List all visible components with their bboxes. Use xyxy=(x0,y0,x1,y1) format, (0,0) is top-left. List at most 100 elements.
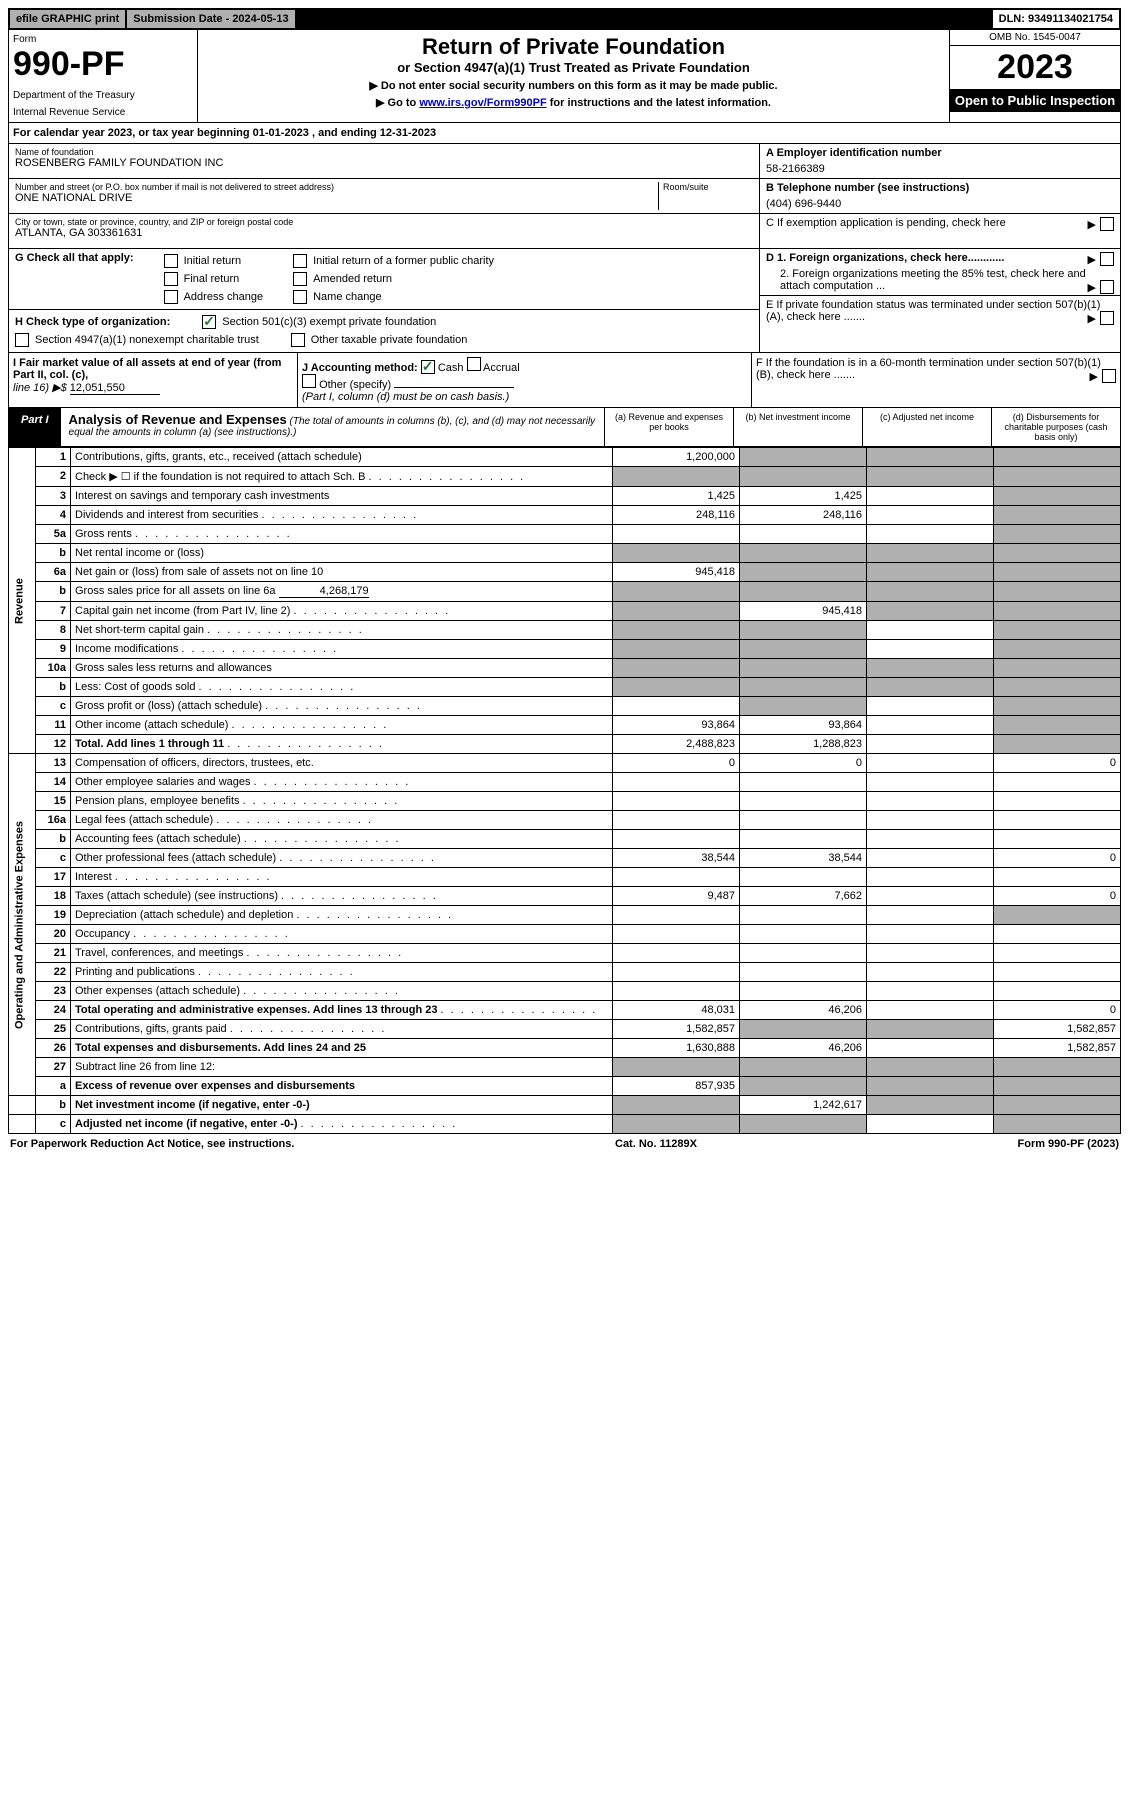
ein: 58-2166389 xyxy=(766,163,1114,175)
table-row: 25Contributions, gifts, grants paid 1,58… xyxy=(9,1020,1121,1039)
table-row: 21Travel, conferences, and meetings xyxy=(9,944,1121,963)
c-checkbox[interactable] xyxy=(1100,217,1114,231)
cat-no: Cat. No. 11289X xyxy=(615,1138,697,1150)
cash-checkbox[interactable] xyxy=(421,360,435,374)
col-b-header: (b) Net investment income xyxy=(733,408,862,446)
other-method-checkbox[interactable] xyxy=(302,374,316,388)
dln: DLN: 93491134021754 xyxy=(993,10,1119,28)
phone-box: B Telephone number (see instructions) (4… xyxy=(760,179,1120,214)
part-i-header: Part I Analysis of Revenue and Expenses … xyxy=(8,408,1121,447)
table-row: bAccounting fees (attach schedule) xyxy=(9,830,1121,849)
accrual-checkbox[interactable] xyxy=(467,357,481,371)
address-box: Number and street (or P.O. box number if… xyxy=(9,179,759,214)
omb-number: OMB No. 1545-0047 xyxy=(950,30,1120,46)
table-row: cAdjusted net income (if negative, enter… xyxy=(9,1115,1121,1134)
form-number: 990-PF xyxy=(13,45,193,84)
title-block: Return of Private Foundation or Section … xyxy=(198,30,949,122)
table-row: 7Capital gain net income (from Part IV, … xyxy=(9,602,1121,621)
table-row: 6aNet gain or (loss) from sale of assets… xyxy=(9,563,1121,582)
501c3-checkbox[interactable] xyxy=(202,315,216,329)
table-row: bNet investment income (if negative, ent… xyxy=(9,1096,1121,1115)
calendar-year-row: For calendar year 2023, or tax year begi… xyxy=(8,123,1121,144)
ein-box: A Employer identification number 58-2166… xyxy=(760,144,1120,179)
irs-label: Internal Revenue Service xyxy=(13,107,193,118)
foundation-name-box: Name of foundation ROSENBERG FAMILY FOUN… xyxy=(9,144,759,179)
table-row: Revenue 1Contributions, gifts, grants, e… xyxy=(9,448,1121,467)
table-row: 10aGross sales less returns and allowanc… xyxy=(9,659,1121,678)
col-d-header: (d) Disbursements for charitable purpose… xyxy=(991,408,1120,446)
table-row: bGross sales price for all assets on lin… xyxy=(9,582,1121,602)
table-row: 9Income modifications xyxy=(9,640,1121,659)
table-row: 20Occupancy xyxy=(9,925,1121,944)
other-taxable-checkbox[interactable] xyxy=(291,333,305,347)
amended-return-checkbox[interactable] xyxy=(293,272,307,286)
paperwork-notice: For Paperwork Reduction Act Notice, see … xyxy=(10,1138,294,1150)
efile-print[interactable]: efile GRAPHIC print xyxy=(10,10,125,28)
sub-title: or Section 4947(a)(1) Trust Treated as P… xyxy=(202,60,945,75)
part-i-table: Revenue 1Contributions, gifts, grants, e… xyxy=(8,447,1121,1134)
part-i-desc: Analysis of Revenue and Expenses (The to… xyxy=(61,408,604,446)
entity-info: Name of foundation ROSENBERG FAMILY FOUN… xyxy=(8,144,1121,353)
initial-return-checkbox[interactable] xyxy=(164,254,178,268)
table-row: bLess: Cost of goods sold xyxy=(9,678,1121,697)
expenses-label: Operating and Administrative Expenses xyxy=(9,754,36,1096)
table-row: 8Net short-term capital gain xyxy=(9,621,1121,640)
form-id-block: Form 990-PF Department of the Treasury I… xyxy=(9,30,198,122)
g-check-box: G Check all that apply: Initial return F… xyxy=(9,249,759,310)
year-block: OMB No. 1545-0047 2023 Open to Public In… xyxy=(949,30,1120,122)
f-checkbox[interactable] xyxy=(1102,369,1116,383)
c-box: C If exemption application is pending, c… xyxy=(760,214,1120,249)
table-row: aExcess of revenue over expenses and dis… xyxy=(9,1077,1121,1096)
submission-date: Submission Date - 2024-05-13 xyxy=(127,10,294,28)
initial-former-checkbox[interactable] xyxy=(293,254,307,268)
table-row: 22Printing and publications xyxy=(9,963,1121,982)
table-row: 24Total operating and administrative exp… xyxy=(9,1001,1121,1020)
table-row: 27Subtract line 26 from line 12: xyxy=(9,1058,1121,1077)
col-a-header: (a) Revenue and expenses per books xyxy=(604,408,733,446)
form-word: Form xyxy=(13,34,193,45)
form-header: Form 990-PF Department of the Treasury I… xyxy=(8,30,1121,123)
i-fmv-box: I Fair market value of all assets at end… xyxy=(9,353,298,407)
table-row: 17Interest xyxy=(9,868,1121,887)
dept-treasury: Department of the Treasury xyxy=(13,90,193,101)
foundation-name: ROSENBERG FAMILY FOUNDATION INC xyxy=(15,157,753,169)
col-c-header: (c) Adjusted net income xyxy=(862,408,991,446)
4947-checkbox[interactable] xyxy=(15,333,29,347)
table-row: 16aLegal fees (attach schedule) xyxy=(9,811,1121,830)
table-row: 15Pension plans, employee benefits xyxy=(9,792,1121,811)
table-row: 11Other income (attach schedule) 93,8649… xyxy=(9,716,1121,735)
room-label: Room/suite xyxy=(663,182,753,192)
table-row: 5aGross rents xyxy=(9,525,1121,544)
city-state-zip: ATLANTA, GA 303361631 xyxy=(15,227,753,239)
form-ref: Form 990-PF (2023) xyxy=(1018,1138,1119,1150)
tax-year: 2023 xyxy=(950,46,1120,89)
irs-link[interactable]: www.irs.gov/Form990PF xyxy=(419,97,546,109)
page-footer: For Paperwork Reduction Act Notice, see … xyxy=(8,1134,1121,1154)
table-row: 19Depreciation (attach schedule) and dep… xyxy=(9,906,1121,925)
table-row: 2Check ▶ ☐ if the foundation is not requ… xyxy=(9,467,1121,487)
fmv-value: 12,051,550 xyxy=(70,382,160,395)
table-row: Operating and Administrative Expenses 13… xyxy=(9,754,1121,773)
table-row: 3Interest on savings and temporary cash … xyxy=(9,487,1121,506)
i-j-f-row: I Fair market value of all assets at end… xyxy=(8,353,1121,408)
name-change-checkbox[interactable] xyxy=(293,290,307,304)
open-public-badge: Open to Public Inspection xyxy=(950,89,1120,112)
city-box: City or town, state or province, country… xyxy=(9,214,759,249)
e-box: E If private foundation status was termi… xyxy=(760,296,1120,330)
table-row: 4Dividends and interest from securities … xyxy=(9,506,1121,525)
address: ONE NATIONAL DRIVE xyxy=(15,192,654,204)
d-box: D 1. Foreign organizations, check here..… xyxy=(760,249,1120,296)
part-i-label: Part I xyxy=(9,408,61,446)
instruction-2: ▶ Go to www.irs.gov/Form990PF for instru… xyxy=(202,96,945,109)
main-title: Return of Private Foundation xyxy=(202,34,945,60)
e-checkbox[interactable] xyxy=(1100,311,1114,325)
address-change-checkbox[interactable] xyxy=(164,290,178,304)
table-row: cGross profit or (loss) (attach schedule… xyxy=(9,697,1121,716)
top-bar: efile GRAPHIC print Submission Date - 20… xyxy=(8,8,1121,30)
j-accounting-box: J Accounting method: Cash Accrual Other … xyxy=(298,353,752,407)
table-row: cOther professional fees (attach schedul… xyxy=(9,849,1121,868)
d1-checkbox[interactable] xyxy=(1100,252,1114,266)
d2-checkbox[interactable] xyxy=(1100,280,1114,294)
final-return-checkbox[interactable] xyxy=(164,272,178,286)
table-row: 12Total. Add lines 1 through 11 2,488,82… xyxy=(9,735,1121,754)
